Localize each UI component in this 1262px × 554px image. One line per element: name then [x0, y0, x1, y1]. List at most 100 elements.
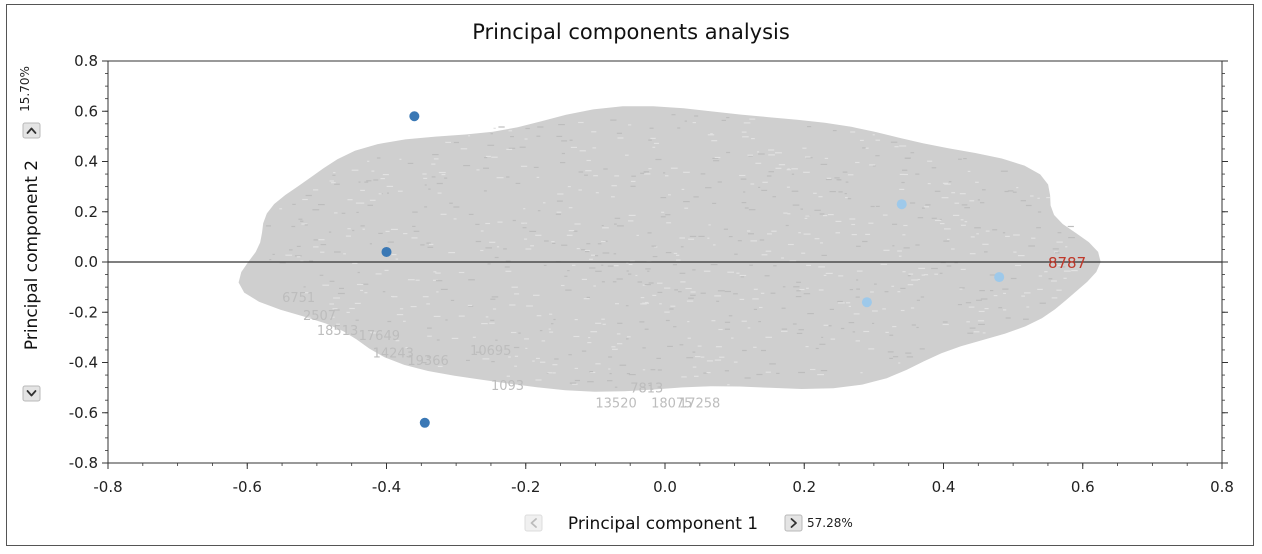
- cloud-point-label: 1093: [491, 379, 524, 394]
- cloud-speck: [915, 244, 920, 246]
- cloud-speck: [436, 182, 443, 185]
- cloud-speck: [630, 185, 636, 187]
- cloud-speck: [739, 274, 747, 277]
- cloud-speck: [800, 208, 803, 210]
- cloud-speck: [921, 274, 925, 276]
- cloud-speck: [334, 212, 338, 214]
- cloud-speck: [475, 351, 482, 353]
- y-component-up-button[interactable]: [22, 122, 41, 139]
- cloud-speck: [625, 154, 629, 156]
- cloud-speck: [504, 266, 510, 268]
- cloud-speck: [616, 132, 622, 134]
- cloud-speck: [387, 320, 392, 323]
- cloud-speck: [1002, 288, 1009, 290]
- highlighted-points: [381, 111, 1005, 428]
- cloud-speck: [765, 250, 772, 252]
- cloud-speck: [482, 358, 490, 360]
- chart-frame: Principal components analysis 2507 18513 1…: [6, 4, 1254, 546]
- cloud-speck: [514, 365, 517, 367]
- cloud-speck: [681, 188, 685, 190]
- cloud-speck: [772, 196, 776, 198]
- cloud-speck: [893, 356, 899, 358]
- cloud-speck: [640, 172, 646, 174]
- point-annotation: 8787: [1048, 254, 1086, 272]
- y-tick-label: 0.4: [74, 153, 98, 171]
- cloud-speck: [726, 151, 731, 154]
- cloud-speck: [543, 202, 546, 204]
- cloud-speck: [332, 308, 338, 310]
- cloud-speck: [666, 222, 672, 224]
- cloud-speck: [923, 206, 929, 208]
- cloud-speck: [882, 214, 888, 216]
- cloud-speck: [823, 274, 827, 276]
- cloud-speck: [791, 190, 799, 192]
- cloud-speck: [574, 379, 580, 382]
- cloud-speck: [343, 253, 346, 255]
- cloud-speck: [614, 217, 621, 219]
- cloud-speck: [485, 247, 492, 249]
- cloud-speck: [727, 384, 730, 386]
- cloud-speck: [915, 173, 920, 175]
- cloud-speck: [748, 209, 756, 211]
- cloud-speck: [1005, 235, 1010, 237]
- cloud-speck: [540, 361, 546, 363]
- cloud-speck: [657, 282, 663, 284]
- cloud-speck: [613, 265, 619, 267]
- cloud-speck: [680, 246, 684, 248]
- cloud-speck: [768, 171, 774, 173]
- cloud-speck: [468, 213, 474, 215]
- cloud-speck: [591, 254, 596, 256]
- cloud-speck: [589, 267, 596, 269]
- cloud-speck: [590, 331, 598, 333]
- cloud-speck: [509, 304, 516, 306]
- cloud-speck: [485, 155, 491, 157]
- cloud-speck: [900, 287, 906, 289]
- point-cloud-shape: [238, 106, 1101, 392]
- cloud-speck: [977, 199, 980, 201]
- cloud-speck: [319, 274, 324, 276]
- cloud-speck: [556, 211, 562, 213]
- cloud-speck: [554, 358, 559, 360]
- cloud-speck: [399, 158, 402, 160]
- cloud-speck: [345, 235, 351, 237]
- cloud-speck: [742, 136, 749, 138]
- cloud-speck: [670, 305, 676, 307]
- cloud-speck: [758, 153, 765, 155]
- cloud-speck: [331, 182, 336, 184]
- cloud-speck: [897, 250, 902, 252]
- cloud-speck: [375, 273, 382, 275]
- x-component-next-button[interactable]: [784, 514, 803, 532]
- cloud-speck: [724, 290, 731, 293]
- cloud-speck: [649, 127, 654, 129]
- cloud-speck: [578, 171, 584, 173]
- cloud-speck: [305, 194, 312, 197]
- cloud-speck: [328, 231, 332, 233]
- cloud-speck: [1067, 225, 1074, 228]
- cloud-speck: [369, 199, 376, 201]
- cloud-speck: [330, 316, 335, 318]
- cloud-speck: [555, 213, 561, 215]
- y-component-down-button[interactable]: [22, 385, 41, 402]
- cloud-speck: [355, 202, 363, 204]
- cloud-speck: [882, 308, 886, 310]
- cloud-speck: [803, 293, 811, 295]
- cloud-speck: [740, 276, 745, 278]
- cloud-speck: [367, 204, 373, 206]
- cloud-speck: [595, 192, 599, 194]
- cloud-speck: [847, 174, 854, 176]
- cloud-speck: [773, 265, 777, 267]
- cloud-speck: [648, 168, 652, 170]
- cloud-speck: [440, 213, 447, 215]
- cloud-speck: [656, 357, 661, 359]
- cloud-speck: [1077, 256, 1084, 258]
- cloud-speck: [865, 233, 871, 235]
- cloud-speck: [713, 160, 720, 162]
- x-component-prev-button[interactable]: [524, 514, 543, 532]
- cloud-point-label: 19366: [407, 354, 448, 369]
- cloud-speck: [815, 347, 819, 350]
- cloud-speck: [628, 220, 634, 222]
- y-tick-label: -0.8: [69, 454, 98, 472]
- cloud-speck: [361, 202, 365, 204]
- cloud-speck: [785, 224, 789, 227]
- cloud-speck: [617, 137, 624, 139]
